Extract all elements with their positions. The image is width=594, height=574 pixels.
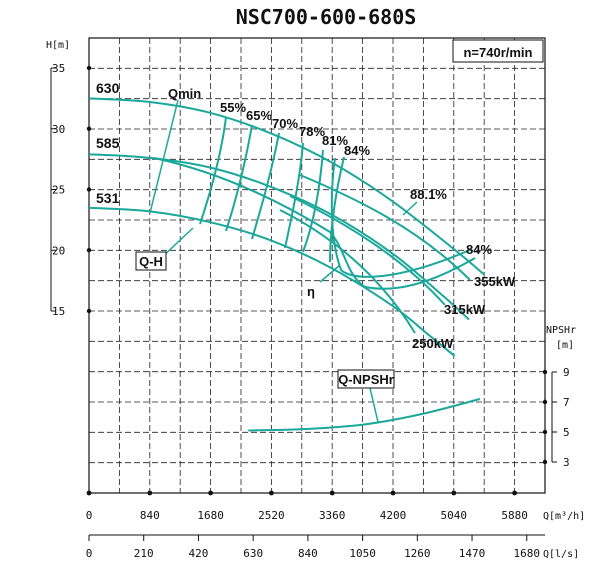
q-ls-tick-label: 1260 — [404, 547, 431, 560]
q-ls-tick-label: 1470 — [459, 547, 486, 560]
eff-label-81: 81% — [322, 133, 348, 148]
npsh-tick-label: 7 — [563, 396, 570, 409]
npsh-tick-label: 3 — [563, 456, 570, 469]
q-ls-tick-label: 1680 — [514, 547, 541, 560]
q-m3h-axis-ticks: 0 840 1680 2520 3360 4200 5040 5880 — [86, 490, 528, 522]
eff881-leader — [402, 201, 418, 216]
eta-leader — [319, 264, 341, 283]
power-line-250 — [279, 209, 416, 334]
head-dot — [86, 126, 92, 131]
npsh-dot — [542, 369, 548, 375]
chart-title: NSC700-600-680S — [236, 5, 417, 29]
npsh-tick-label: 9 — [563, 366, 570, 379]
speed-label-box — [452, 39, 544, 63]
eff-curve-81 — [302, 149, 324, 253]
q-ls-tick-label: 840 — [298, 547, 318, 560]
q-m3h-tick-label: 1680 — [197, 509, 224, 522]
speed-label: n=740r/min — [463, 45, 532, 60]
eff-curve-881 — [153, 157, 476, 290]
plot-frame — [88, 37, 546, 494]
q-m3h-tick-label: 0 — [86, 509, 93, 522]
head-tick-label: 25 — [52, 184, 65, 197]
npsh-curve — [248, 398, 481, 432]
q-m3h-tick-label: 3360 — [319, 509, 346, 522]
power-label-315: 315kW — [444, 302, 486, 317]
q-m3h-tick-label: 5880 — [501, 509, 528, 522]
npsh-dot — [542, 429, 548, 435]
eff-curve-84-left — [329, 156, 345, 263]
q-m3h-dot — [86, 490, 92, 496]
q-m3h-dot — [390, 490, 396, 496]
q-m3h-tick-label: 5040 — [441, 509, 468, 522]
grid — [89, 38, 545, 493]
q-m3h-dot — [147, 490, 153, 496]
q-ls-tick-label: 0 — [86, 547, 93, 560]
head-dot — [86, 248, 92, 253]
head-axis-label: H[m] — [46, 40, 70, 51]
q-ls-tick-label: 420 — [189, 547, 209, 560]
npsh-axis-label: NPSHr — [546, 325, 576, 336]
curves — [88, 97, 485, 432]
head-dot — [86, 65, 92, 71]
q-m3h-tick-label: 4200 — [380, 509, 407, 522]
q-m3h-dot — [208, 490, 214, 496]
q-m3h-dot — [329, 490, 335, 496]
npsh-leader — [369, 387, 379, 423]
head-tick-label: 35 — [52, 62, 65, 75]
q-ls-tick-label: 1050 — [349, 547, 376, 560]
head-tick-label: 15 — [52, 305, 65, 318]
eff-label-84: 84% — [344, 143, 370, 158]
impeller-label-630: 630 — [96, 80, 120, 96]
eff-curve-84-right — [330, 157, 471, 278]
qh-curve-531 — [88, 206, 456, 357]
eff-curve-65 — [225, 124, 253, 232]
q-ls-tick-label: 210 — [134, 547, 154, 560]
q-m3h-dot — [269, 490, 274, 496]
head-tick-label: 20 — [52, 244, 65, 257]
eff-label-84-right: 84% — [466, 242, 492, 257]
eff-label-78: 78% — [299, 124, 325, 139]
eff-curve-55 — [199, 116, 227, 225]
power-label-355: 355kW — [474, 274, 516, 289]
npsh-tick-label: 5 — [563, 426, 570, 439]
eff-curve-78 — [284, 142, 304, 249]
head-axis-ticks: 35 30 25 20 15 — [51, 62, 92, 318]
impeller-label-585: 585 — [96, 135, 120, 151]
npsh-dot — [542, 459, 548, 465]
qmin-leader — [149, 99, 179, 214]
q-ls-axis-ticks: 0 210 420 630 840 1050 1260 1470 1680 — [86, 535, 540, 560]
npsh-axis-unit: [m] — [556, 340, 574, 351]
q-m3h-dot — [512, 490, 517, 496]
q-m3h-axis-label: Q[m³/h] — [543, 511, 585, 522]
head-dot — [86, 187, 92, 192]
eff-curve-70 — [251, 132, 280, 240]
q-m3h-tick-label: 2520 — [258, 509, 285, 522]
qmin-label: Qmin — [168, 86, 201, 101]
q-ls-axis-label: Q[l/s] — [543, 549, 579, 560]
q-m3h-dot — [451, 490, 457, 496]
npsh-label-box — [337, 369, 395, 389]
npsh-dot — [542, 399, 548, 405]
eff-label-55: 55% — [220, 100, 246, 115]
eta-label: η — [307, 284, 315, 299]
eff-label-881: 88.1% — [410, 187, 447, 202]
q-m3h-tick-label: 840 — [140, 509, 160, 522]
qh-curve-585 — [88, 153, 470, 321]
power-label-250: 250kW — [412, 336, 454, 351]
npsh-axis-ticks: 9 7 5 3 — [542, 366, 570, 469]
qh-curve-630 — [88, 97, 485, 276]
head-dot — [86, 308, 92, 314]
head-tick-label: 30 — [52, 123, 65, 136]
qh-label: Q-H — [139, 254, 163, 269]
power-line-355 — [299, 174, 471, 281]
power-line-315 — [289, 195, 446, 306]
impeller-label-531: 531 — [96, 190, 120, 206]
eff-label-70: 70% — [272, 116, 298, 131]
npsh-label: Q-NPSHr — [338, 372, 394, 387]
qh-label-box — [135, 251, 167, 271]
eff-label-65: 65% — [246, 108, 272, 123]
q-ls-tick-label: 630 — [243, 547, 263, 560]
